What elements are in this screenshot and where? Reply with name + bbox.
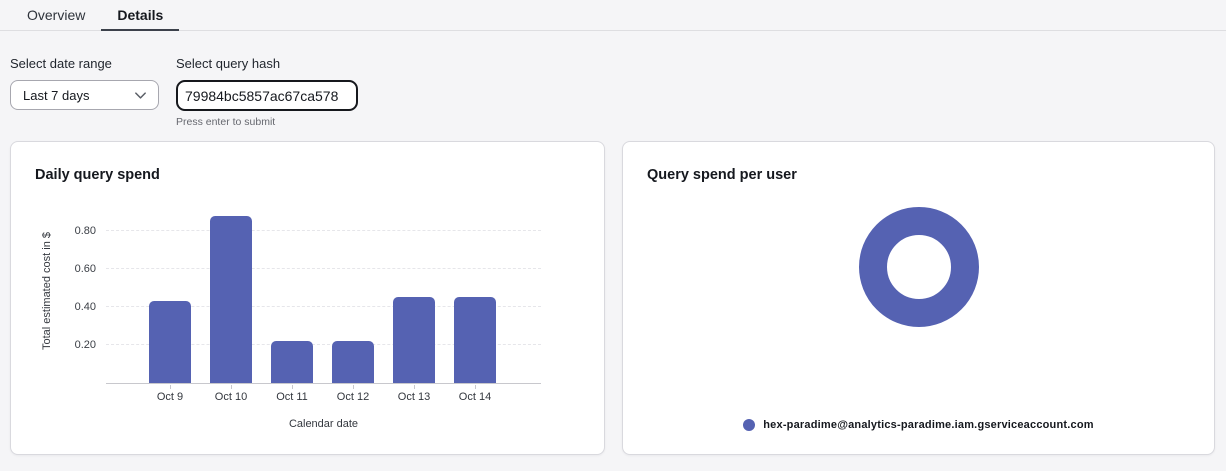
gridline — [106, 230, 541, 231]
x-tick-label: Oct 10 — [214, 391, 248, 403]
x-tick-mark — [231, 385, 232, 389]
gridline — [106, 344, 541, 345]
query-hash-field: Select query hash Press enter to submit — [176, 56, 358, 128]
legend-dot-icon — [743, 419, 756, 431]
chevron-down-icon — [135, 91, 146, 99]
donut-chart-ring[interactable] — [858, 207, 979, 327]
y-tick-label: 0.60 — [74, 263, 96, 275]
legend-label: hex-paradime@analytics-paradime.iam.gser… — [763, 419, 1094, 431]
query-spend-per-user-title: Query spend per user — [647, 167, 797, 183]
query-spend-per-user-card: Query spend per user hex-paradime@analyt… — [622, 141, 1215, 455]
query-hash-input[interactable] — [176, 80, 358, 111]
tab-bar: Overview Details — [0, 0, 1226, 31]
x-tick-mark — [170, 385, 171, 389]
x-tick-label: Oct 12 — [336, 391, 370, 403]
daily-query-spend-chart: Total estimated cost in $ 0.20 0.40 0.60 0.… — [11, 194, 604, 449]
query-hash-helper-text: Press enter to submit — [176, 116, 276, 128]
date-range-select[interactable]: Last 7 days — [10, 80, 159, 110]
tab-overview-label: Overview — [27, 7, 86, 23]
tab-overview[interactable]: Overview — [11, 0, 101, 30]
gridline — [106, 268, 541, 269]
date-range-value: Last 7 days — [23, 87, 90, 103]
filters-row: Select date range Last 7 days Select que… — [10, 56, 375, 128]
x-tick-label: Oct 9 — [156, 391, 184, 403]
bar-oct-14[interactable] — [454, 297, 496, 383]
y-tick-label: 0.40 — [74, 301, 96, 313]
x-axis-title: Calendar date — [288, 418, 359, 430]
x-tick-label: Oct 11 — [276, 391, 308, 403]
bar-oct-9[interactable] — [149, 301, 191, 383]
bar-oct-11[interactable] — [271, 341, 313, 383]
x-tick-label: Oct 13 — [397, 391, 431, 403]
date-range-field: Select date range Last 7 days — [10, 56, 159, 110]
x-tick-mark — [414, 385, 415, 389]
x-tick-label: Oct 14 — [458, 391, 492, 403]
y-tick-label: 0.80 — [74, 225, 96, 237]
donut-legend[interactable]: hex-paradime@analytics-paradime.iam.gser… — [623, 419, 1214, 431]
bar-oct-10[interactable] — [210, 216, 252, 383]
bar-chart-plot-area — [106, 194, 541, 384]
x-tick-mark — [292, 385, 293, 389]
x-tick-mark — [475, 385, 476, 389]
query-hash-label: Select query hash — [176, 56, 281, 71]
y-axis-ticks: 0.20 0.40 0.60 0.80 — [11, 194, 96, 384]
tab-details-label: Details — [117, 7, 164, 23]
bar-oct-13[interactable] — [393, 297, 435, 383]
daily-query-spend-title: Daily query spend — [35, 167, 160, 183]
y-tick-label: 0.20 — [74, 339, 96, 351]
daily-query-spend-card: Daily query spend Total estimated cost i… — [10, 141, 605, 455]
x-tick-mark — [353, 385, 354, 389]
tab-details[interactable]: Details — [101, 0, 180, 31]
bar-oct-12[interactable] — [332, 341, 374, 383]
gridline — [106, 306, 541, 307]
date-range-label: Select date range — [10, 56, 112, 71]
